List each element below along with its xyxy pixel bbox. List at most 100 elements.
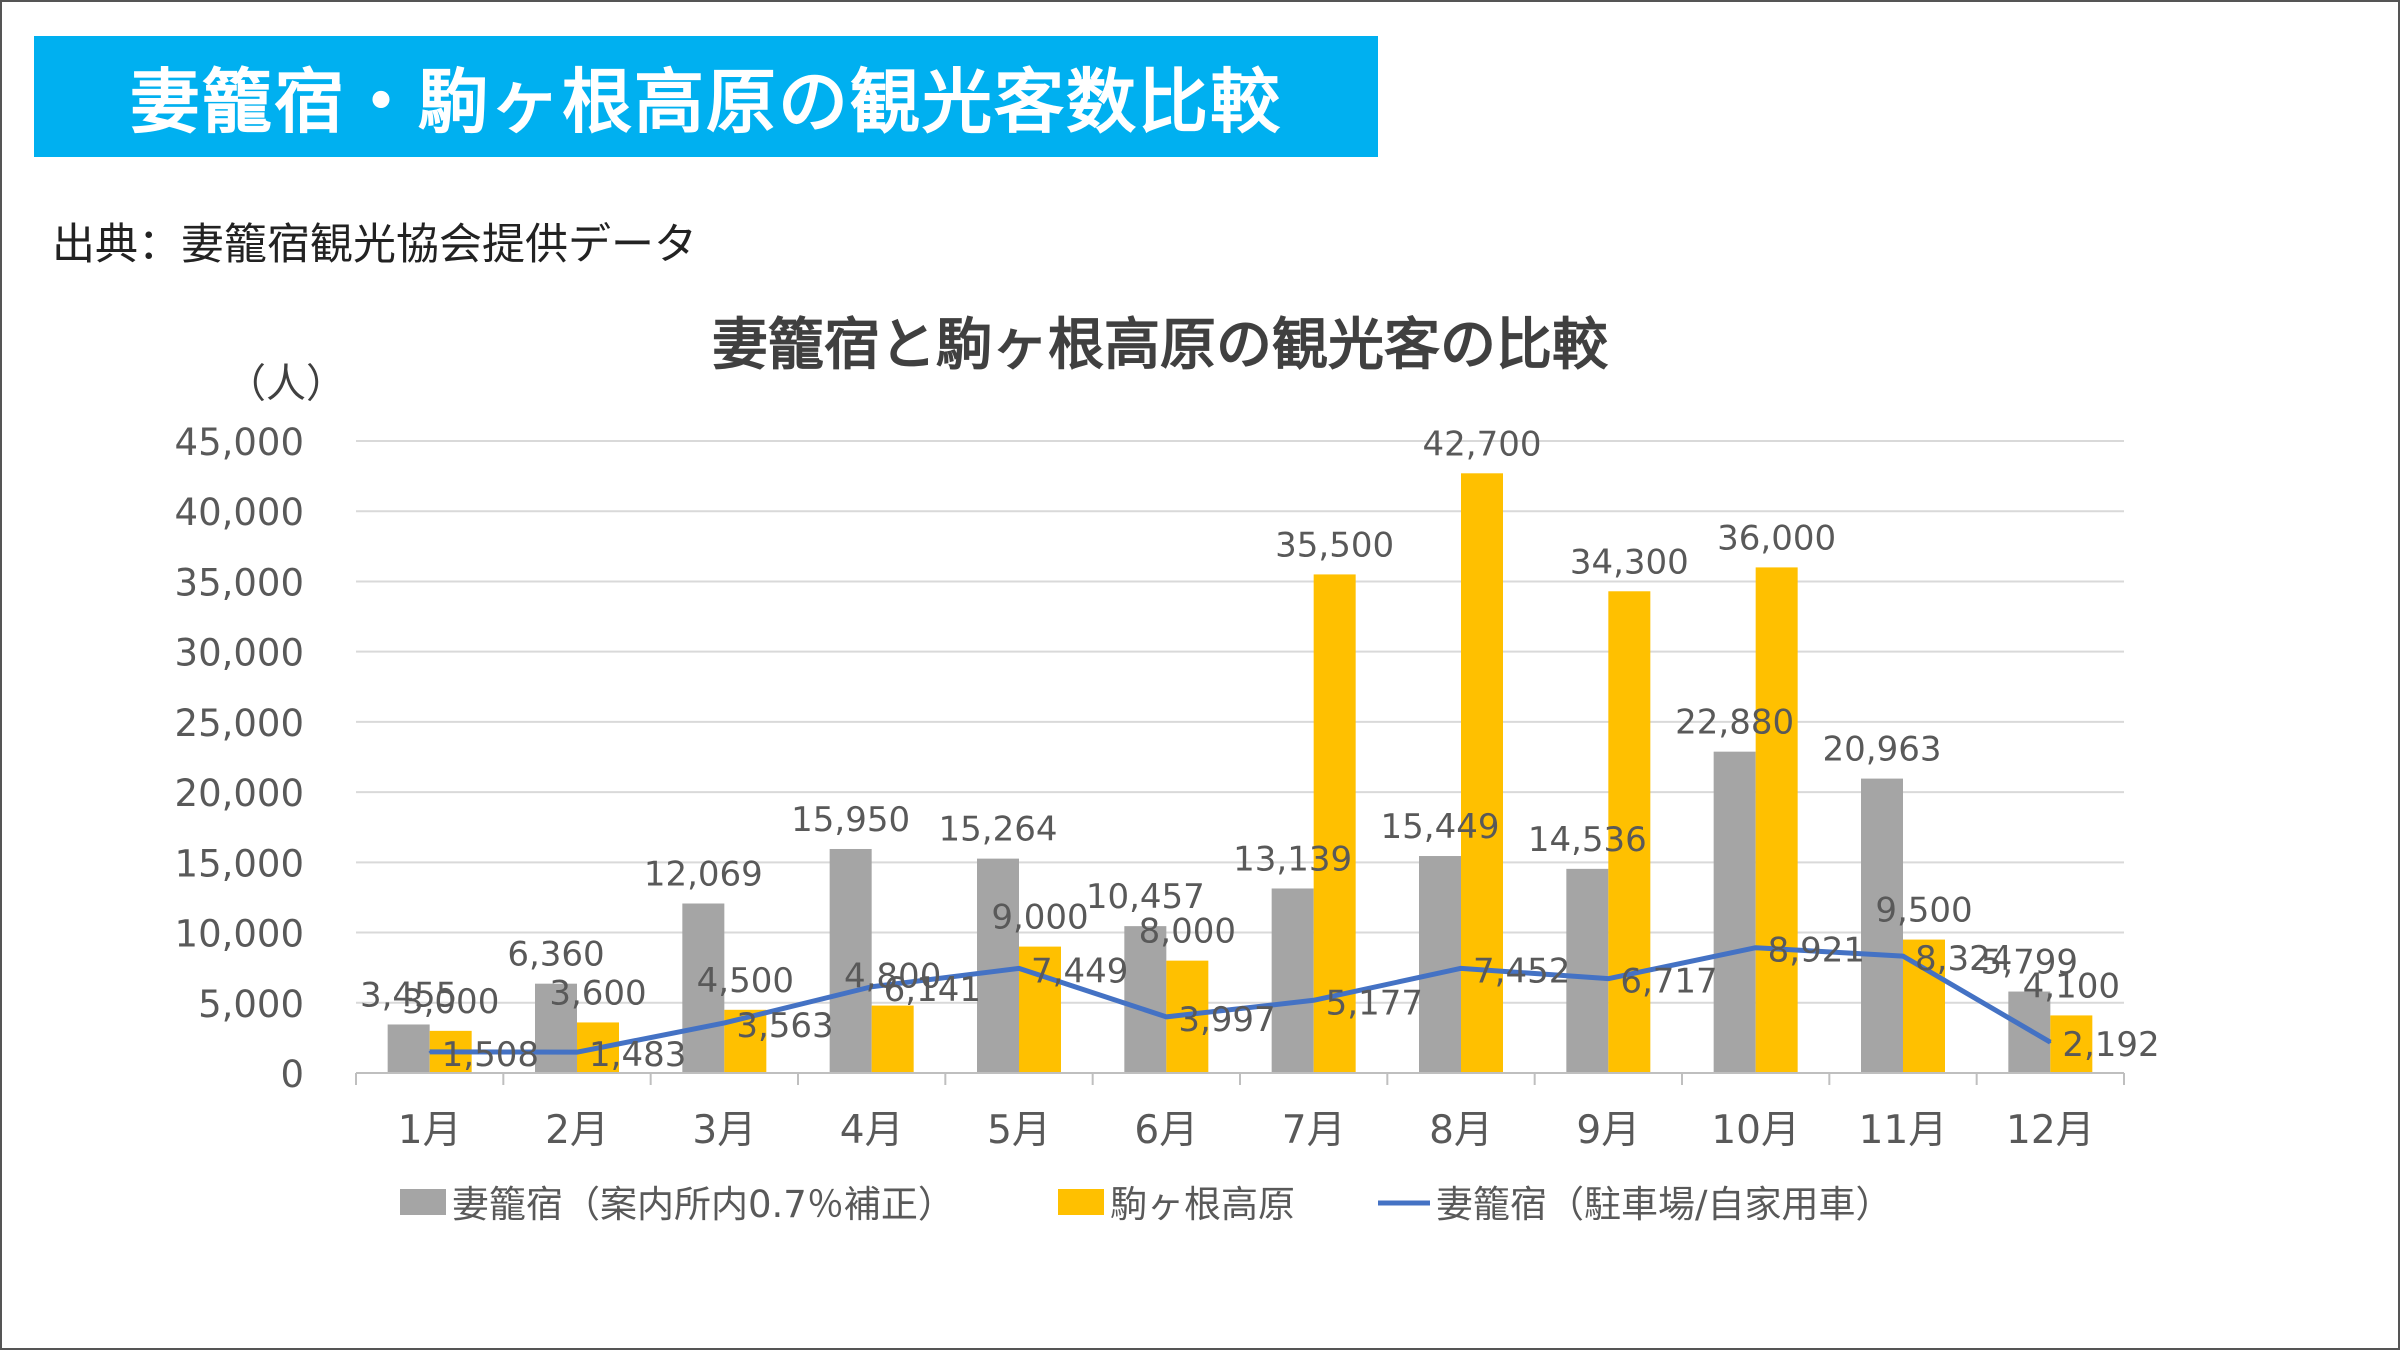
y-tick-label: 45,000 (175, 421, 304, 464)
line-point (1607, 977, 1610, 980)
data-label: 7,452 (1473, 951, 1570, 991)
data-label: 14,536 (1528, 820, 1647, 860)
line-point (1902, 955, 1904, 958)
data-label: 15,264 (939, 810, 1058, 850)
data-label: 7,449 (1031, 951, 1128, 991)
x-tick-label: 12月 (2006, 1108, 2095, 1153)
line-point (870, 985, 873, 988)
x-tick-label: 6月 (1134, 1108, 1198, 1153)
chart-title: 妻籠宿と駒ヶ根高原の観光客の比較 (712, 313, 1609, 378)
legend-swatch (1058, 1189, 1104, 1215)
source-note: 出典：妻籠宿観光協会提供データ (52, 220, 697, 270)
x-tick-label: 10月 (1711, 1108, 1800, 1153)
bar (535, 983, 577, 1073)
data-label: 5,177 (1326, 983, 1423, 1023)
bar (2050, 1015, 2093, 1073)
data-label: 3,997 (1178, 1000, 1275, 1040)
legend: 妻籠宿（案内所内0.7％補正） 駒ヶ根高原 妻籠宿（駐車場/自家用車） (400, 1183, 1892, 1226)
y-tick-label: 0 (280, 1053, 304, 1096)
data-label: 2,192 (2062, 1025, 2159, 1065)
data-label: 36,000 (1717, 518, 1836, 558)
x-tick-label: 7月 (1282, 1108, 1346, 1153)
line-point (2049, 1041, 2052, 1044)
x-tick-label: 2月 (545, 1108, 609, 1153)
x-tick-label: 8月 (1429, 1108, 1493, 1153)
data-label: 1,483 (589, 1035, 686, 1075)
data-label: 35,500 (1275, 525, 1394, 565)
bar (682, 903, 725, 1073)
y-tick-label: 15,000 (175, 842, 304, 885)
bar (871, 1005, 914, 1073)
data-label: 8,000 (1139, 912, 1236, 952)
data-label: 15,449 (1381, 807, 1500, 847)
x-tick-label: 11月 (1859, 1108, 1948, 1153)
line-point (1165, 1015, 1168, 1018)
y-tick-label: 5,000 (198, 983, 304, 1026)
data-label: 4,500 (697, 961, 794, 1001)
y-tick-label: 20,000 (175, 772, 304, 815)
line-point (1018, 967, 1020, 970)
data-label: 34,300 (1570, 542, 1689, 582)
legend-label: 妻籠宿（駐車場/自家用車） (1436, 1183, 1892, 1226)
slide-title-banner: 妻籠宿・駒ヶ根高原の観光客数比較 (34, 36, 1378, 157)
data-label: 20,963 (1823, 730, 1942, 770)
data-label: 4,800 (844, 957, 941, 997)
data-label: 13,139 (1233, 839, 1352, 879)
bar (1124, 926, 1167, 1073)
y-tick-label: 10,000 (175, 913, 304, 956)
y-axis-unit-label: （人） (226, 361, 346, 407)
bar (1861, 778, 1903, 1073)
data-label: 10,457 (1086, 877, 1205, 917)
bar (1313, 574, 1356, 1073)
data-label: 3,600 (549, 973, 646, 1013)
line-point (428, 1050, 431, 1053)
bar-series (387, 473, 2093, 1073)
x-tick-label: 9月 (1576, 1108, 1640, 1153)
line-point (576, 1051, 578, 1054)
data-label: 8,921 (1768, 931, 1865, 971)
data-label: 4,100 (2023, 966, 2120, 1006)
data-label: 8,324 (1915, 939, 2012, 979)
y-axis-ticks: 0 5,000 10,000 15,000 20,000 25,000 30,000 35,0… (175, 421, 304, 1096)
slide-title: 妻籠宿・駒ヶ根高原の観光客数比較 (130, 61, 1282, 143)
data-label: 9,500 (1875, 891, 1972, 931)
line-point (1754, 946, 1757, 949)
gridlines (356, 440, 2124, 1004)
data-label: 3,000 (402, 982, 499, 1022)
data-label: 12,069 (644, 854, 763, 894)
data-label: 9,000 (991, 898, 1088, 938)
data-labels: 3,455 6,360 12,069 15,950 15,264 10,457 13,139… (360, 424, 2160, 1075)
data-label: 1,508 (442, 1035, 539, 1075)
bar (1566, 868, 1609, 1073)
bar (1608, 591, 1651, 1073)
bar (1713, 751, 1756, 1073)
bar (1755, 567, 1798, 1073)
data-label: 22,880 (1675, 703, 1794, 743)
legend-swatch (400, 1189, 446, 1215)
data-label: 5,799 (1981, 943, 2078, 983)
data-label: 6,717 (1620, 962, 1717, 1002)
data-label: 3,455 (360, 975, 457, 1015)
line-point (1312, 999, 1315, 1002)
bar (387, 1024, 430, 1073)
y-tick-label: 25,000 (175, 702, 304, 745)
line-series-path (429, 945, 2052, 1055)
y-tick-label: 30,000 (175, 632, 304, 675)
data-label: 3,563 (736, 1006, 833, 1046)
x-tick-label: 4月 (840, 1108, 904, 1153)
x-tick-label: 1月 (398, 1108, 462, 1153)
x-axis: 1月 2月 3月 4月 5月 6月 7月 8月 9月 10月 11月 12月 (355, 1072, 2125, 1153)
bar (1271, 888, 1314, 1073)
bar (1419, 856, 1461, 1073)
data-label: 6,360 (507, 935, 604, 975)
x-tick-label: 3月 (692, 1108, 756, 1153)
line-point (723, 1021, 726, 1024)
y-tick-label: 40,000 (175, 491, 304, 534)
x-tick-label: 5月 (987, 1108, 1051, 1153)
legend-label: 駒ヶ根高原 (1110, 1183, 1295, 1226)
bar (977, 858, 1019, 1073)
data-label: 42,700 (1423, 424, 1542, 464)
data-label: 15,950 (791, 800, 910, 840)
data-label: 6,141 (884, 970, 981, 1010)
